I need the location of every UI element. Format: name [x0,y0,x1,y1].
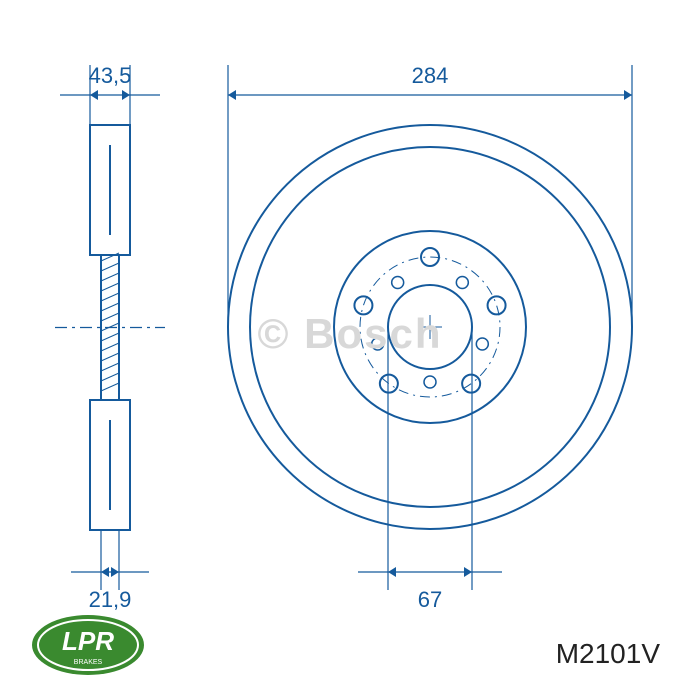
svg-text:21,9: 21,9 [89,587,132,612]
svg-text:67: 67 [418,587,442,612]
svg-text:284: 284 [412,63,449,88]
brand-logo: LPR BRAKES [30,610,160,680]
part-number: M2101V [556,638,660,670]
svg-text:LPR: LPR [62,626,114,656]
svg-text:43,5: 43,5 [89,63,132,88]
technical-drawing: 43,5 21,9 284 67 [0,0,700,620]
svg-text:BRAKES: BRAKES [74,659,103,666]
